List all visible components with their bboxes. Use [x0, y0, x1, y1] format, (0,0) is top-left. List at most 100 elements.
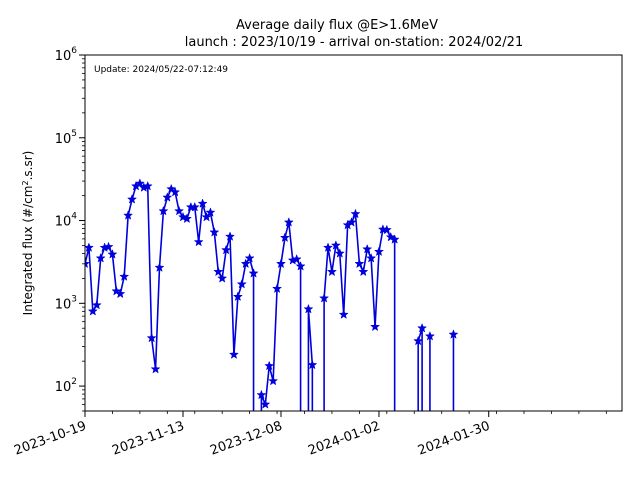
data-point-star — [275, 258, 287, 269]
data-point-star — [95, 252, 106, 263]
data-point-star — [322, 242, 334, 252]
y-tick-label: 104 — [55, 212, 78, 230]
data-point-star — [417, 322, 428, 333]
data-point-star — [119, 271, 130, 281]
series-layer — [85, 178, 459, 411]
data-point-star — [142, 180, 153, 191]
update-annotation: Update: 2024/05/22-07:12:49 — [94, 65, 228, 75]
data-point-star — [232, 291, 243, 302]
x-tick-label: 2023-11-13 — [110, 419, 186, 459]
x-tick-label: 2023-10-19 — [12, 419, 88, 459]
y-tick-exponent: 2 — [71, 377, 77, 387]
data-point-star — [244, 252, 255, 263]
data-point-star — [146, 332, 157, 343]
data-point-star — [307, 359, 318, 370]
y-tick-label: 106 — [55, 46, 78, 64]
data-point-star — [354, 258, 365, 269]
y-tick-label: 103 — [55, 294, 77, 312]
plot-frame — [84, 54, 623, 412]
y-axis-label: Integrated flux (#/cm2.s.sr) — [21, 151, 36, 316]
data-point-star — [319, 292, 330, 303]
data-point-star — [111, 285, 122, 296]
data-point-star — [221, 244, 232, 255]
data-point-star — [256, 389, 267, 400]
data-point-star — [123, 210, 134, 220]
data-point-star — [291, 254, 302, 264]
y-tick-exponent: 3 — [71, 294, 77, 304]
data-point-star — [268, 375, 279, 386]
y-tick-label: 105 — [55, 129, 77, 147]
data-point-star — [115, 288, 126, 299]
series-line — [85, 182, 455, 411]
data-point-star — [385, 231, 396, 242]
y-axis-label-superscript: 2 — [21, 180, 30, 185]
data-point-star — [236, 278, 247, 289]
data-point-star — [228, 349, 239, 359]
data-point-star — [85, 242, 94, 252]
data-point-star — [158, 205, 169, 216]
data-point-star — [189, 201, 200, 212]
data-point-star — [87, 306, 98, 316]
data-point-star — [373, 246, 385, 257]
data-point-star — [174, 205, 185, 216]
data-point-star — [248, 268, 259, 278]
data-point-star — [295, 260, 306, 271]
data-point-star — [103, 241, 114, 252]
data-point-star — [448, 329, 459, 339]
data-point-star — [370, 321, 381, 332]
y-axis-label-prefix: Integrated flux (#/cm — [21, 186, 35, 316]
y-tick-base: 10 — [55, 215, 72, 230]
x-tick-label: 2024-01-30 — [416, 419, 492, 459]
y-tick-base: 10 — [55, 297, 72, 312]
data-point-star — [126, 194, 138, 204]
data-point-star — [389, 234, 400, 244]
data-point-star — [107, 249, 118, 259]
data-point-star — [346, 217, 357, 227]
data-point-star — [334, 248, 345, 258]
data-point-star — [209, 227, 220, 237]
data-point-star — [193, 236, 204, 247]
data-point-star — [205, 207, 216, 217]
data-point-star — [279, 232, 290, 243]
data-point-star — [381, 224, 392, 235]
y-tick-base: 10 — [55, 380, 72, 395]
y-axis-label-suffix: .s.sr) — [21, 151, 35, 181]
data-point-star — [362, 243, 373, 254]
data-point-star — [338, 309, 349, 319]
data-point-star — [366, 252, 377, 263]
data-point-star — [240, 258, 251, 269]
data-point-star — [303, 303, 314, 314]
data-point-star — [326, 266, 337, 277]
y-tick-exponent: 5 — [71, 129, 77, 139]
data-point-star — [213, 266, 224, 277]
data-point-star — [224, 231, 236, 241]
data-point-star — [283, 217, 294, 227]
data-point-star — [162, 192, 173, 202]
data-point-star — [272, 283, 283, 294]
data-point-star — [424, 330, 435, 341]
data-point-star — [134, 178, 145, 188]
data-point-star — [150, 363, 161, 374]
data-point-star — [260, 399, 271, 409]
data-point-star — [413, 335, 424, 346]
data-point-star — [350, 208, 361, 219]
data-point-star — [201, 211, 212, 222]
y-tick-base: 10 — [55, 49, 72, 64]
y-tick-label: 102 — [55, 377, 77, 395]
data-point-star — [85, 258, 91, 269]
x-axis: 2023-10-19 2023-11-13 2023-12-08 2024-01-02… — [12, 411, 607, 459]
data-point-star — [170, 186, 181, 197]
data-point-star — [330, 240, 341, 250]
data-point-star — [154, 262, 165, 272]
data-point-star — [217, 273, 228, 283]
x-tick-label: 2024-01-02 — [306, 419, 382, 459]
data-point-star — [358, 266, 369, 277]
data-point-star — [91, 299, 102, 310]
chart-subtitle: launch : 2023/10/19 - arrival on-station… — [185, 35, 523, 50]
x-tick-label: 2023-12-08 — [208, 419, 284, 459]
chart-title: Average daily flux @E>1.6MeV — [236, 18, 438, 33]
y-tick-base: 10 — [55, 132, 72, 147]
data-point-star — [181, 213, 192, 224]
